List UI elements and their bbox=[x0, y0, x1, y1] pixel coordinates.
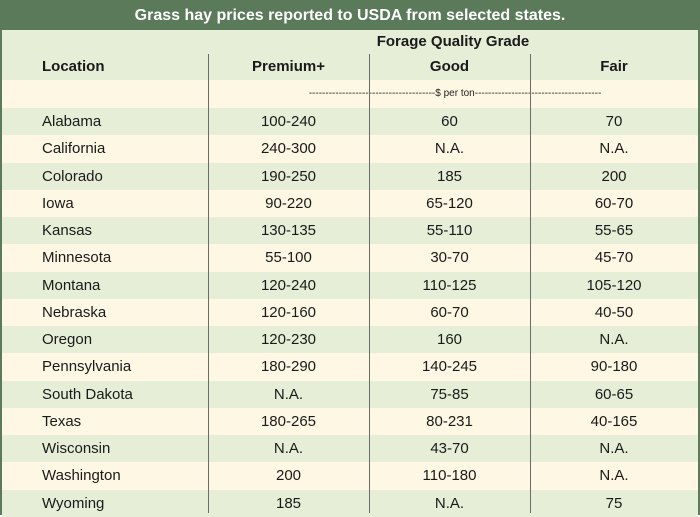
good-header: Good bbox=[429, 58, 470, 75]
location-cell: South Dakota bbox=[42, 385, 133, 403]
good-cell: 55-110 bbox=[426, 222, 473, 240]
premium-cell: 240-300 bbox=[260, 140, 317, 158]
fair-cell: 75 bbox=[605, 494, 623, 512]
location-cell: Texas bbox=[42, 412, 82, 430]
table-row: Iowa 90-220 65-120 60-70 bbox=[2, 189, 698, 218]
fair-cell: 55-65 bbox=[594, 222, 634, 240]
good-cell: 110-180 bbox=[422, 467, 477, 485]
table-title: Grass hay prices reported to USDA from s… bbox=[2, 2, 698, 30]
premium-cell: 90-220 bbox=[265, 194, 312, 212]
good-cell: 110-125 bbox=[422, 276, 477, 294]
table-row: Pennsylvania 180-290 140-245 90-180 bbox=[2, 353, 698, 381]
good-cell: 185 bbox=[436, 167, 463, 185]
premium-cell: 120-160 bbox=[260, 303, 317, 321]
location-cell: Wisconsin bbox=[42, 440, 111, 458]
premium-cell: 180-290 bbox=[260, 358, 317, 376]
premium-cell: 100-240 bbox=[260, 113, 317, 130]
fair-cell: N.A. bbox=[599, 331, 629, 349]
table-row: Oregon 120-230 160 N.A. bbox=[2, 326, 698, 354]
location-cell: Wyoming bbox=[42, 494, 105, 512]
good-cell: 160 bbox=[436, 331, 463, 349]
premium-cell: 120-230 bbox=[260, 331, 317, 349]
fair-cell: N.A. bbox=[599, 467, 629, 485]
premium-cell: 55-100 bbox=[265, 249, 312, 267]
premium-cell: N.A. bbox=[273, 440, 304, 458]
table-row: Kansas 130-135 55-110 55-65 bbox=[2, 217, 698, 245]
column-divider bbox=[208, 54, 209, 513]
fair-cell: N.A. bbox=[599, 440, 629, 458]
premium-cell: 190-250 bbox=[260, 167, 317, 185]
fair-cell: 45-70 bbox=[594, 249, 634, 267]
fair-cell: 105-120 bbox=[586, 276, 642, 294]
location-cell: Pennsylvania bbox=[42, 358, 132, 376]
good-cell: 80-231 bbox=[426, 412, 473, 430]
fair-cell: N.A. bbox=[599, 140, 629, 158]
location-cell: Nebraska bbox=[42, 303, 107, 321]
fair-cell: 40-50 bbox=[594, 303, 634, 321]
column-divider bbox=[530, 54, 531, 513]
good-cell: 30-70 bbox=[430, 249, 469, 267]
fair-cell: 200 bbox=[601, 167, 627, 185]
table-row: Alabama 100-240 60 70 bbox=[2, 108, 698, 136]
fair-cell: 70 bbox=[605, 113, 623, 130]
good-cell: 75-85 bbox=[430, 385, 469, 403]
location-cell: Montana bbox=[42, 276, 101, 294]
location-header: Location bbox=[42, 58, 105, 75]
location-cell: Washington bbox=[42, 467, 121, 485]
premium-cell: N.A. bbox=[273, 385, 304, 403]
table-row: Washington 200 110-180 N.A. bbox=[2, 462, 698, 490]
premium-cell: 185 bbox=[275, 494, 302, 512]
location-cell: Iowa bbox=[42, 194, 74, 212]
table-row: California 240-300 N.A. N.A. bbox=[2, 135, 698, 163]
units-row: --------------------------------------$ … bbox=[2, 80, 698, 108]
column-divider bbox=[369, 54, 370, 513]
good-cell: 65-120 bbox=[426, 194, 473, 212]
table-header: Forage Quality Grade Location Premium+ G… bbox=[2, 30, 698, 80]
location-cell: Colorado bbox=[42, 167, 103, 185]
location-cell: Oregon bbox=[42, 331, 93, 349]
fair-cell: 40-165 bbox=[590, 412, 638, 430]
premium-cell: 130-135 bbox=[260, 222, 317, 240]
units-label: --------------------------------------$ … bbox=[308, 88, 602, 99]
table-row: Nebraska 120-160 60-70 40-50 bbox=[2, 298, 698, 327]
good-cell: N.A. bbox=[434, 494, 465, 512]
fair-cell: 60-70 bbox=[594, 194, 634, 212]
good-cell: N.A. bbox=[434, 140, 465, 158]
location-cell: Alabama bbox=[42, 113, 102, 130]
table-row: Wisconsin N.A. 43-70 N.A. bbox=[2, 435, 698, 463]
table-row: Texas 180-265 80-231 40-165 bbox=[2, 407, 698, 436]
table-row: Wyoming 185 N.A. 75 bbox=[2, 489, 698, 517]
fair-cell: 60-65 bbox=[594, 385, 634, 403]
good-cell: 43-70 bbox=[430, 440, 469, 458]
location-cell: Kansas bbox=[42, 222, 93, 240]
table-row: Colorado 190-250 185 200 bbox=[2, 162, 698, 190]
premium-cell: 180-265 bbox=[260, 412, 317, 430]
premium-cell: 120-240 bbox=[260, 276, 317, 294]
fair-header: Fair bbox=[600, 58, 628, 75]
location-cell: Minnesota bbox=[42, 249, 112, 267]
premium-header: Premium+ bbox=[252, 58, 325, 75]
good-cell: 60-70 bbox=[430, 303, 469, 321]
table-row: South Dakota N.A. 75-85 60-65 bbox=[2, 380, 698, 408]
good-cell: 60 bbox=[441, 113, 458, 130]
table-row: Montana 120-240 110-125 105-120 bbox=[2, 271, 698, 299]
premium-cell: 200 bbox=[275, 467, 302, 485]
grade-group-header: Forage Quality Grade bbox=[376, 33, 530, 50]
table-row: Minnesota 55-100 30-70 45-70 bbox=[2, 244, 698, 272]
good-cell: 140-245 bbox=[421, 358, 478, 376]
location-cell: California bbox=[42, 140, 106, 158]
fair-cell: 90-180 bbox=[590, 358, 638, 376]
table-body: Alabama 100-240 60 70 California 240-300 N.A. N… bbox=[2, 108, 698, 517]
